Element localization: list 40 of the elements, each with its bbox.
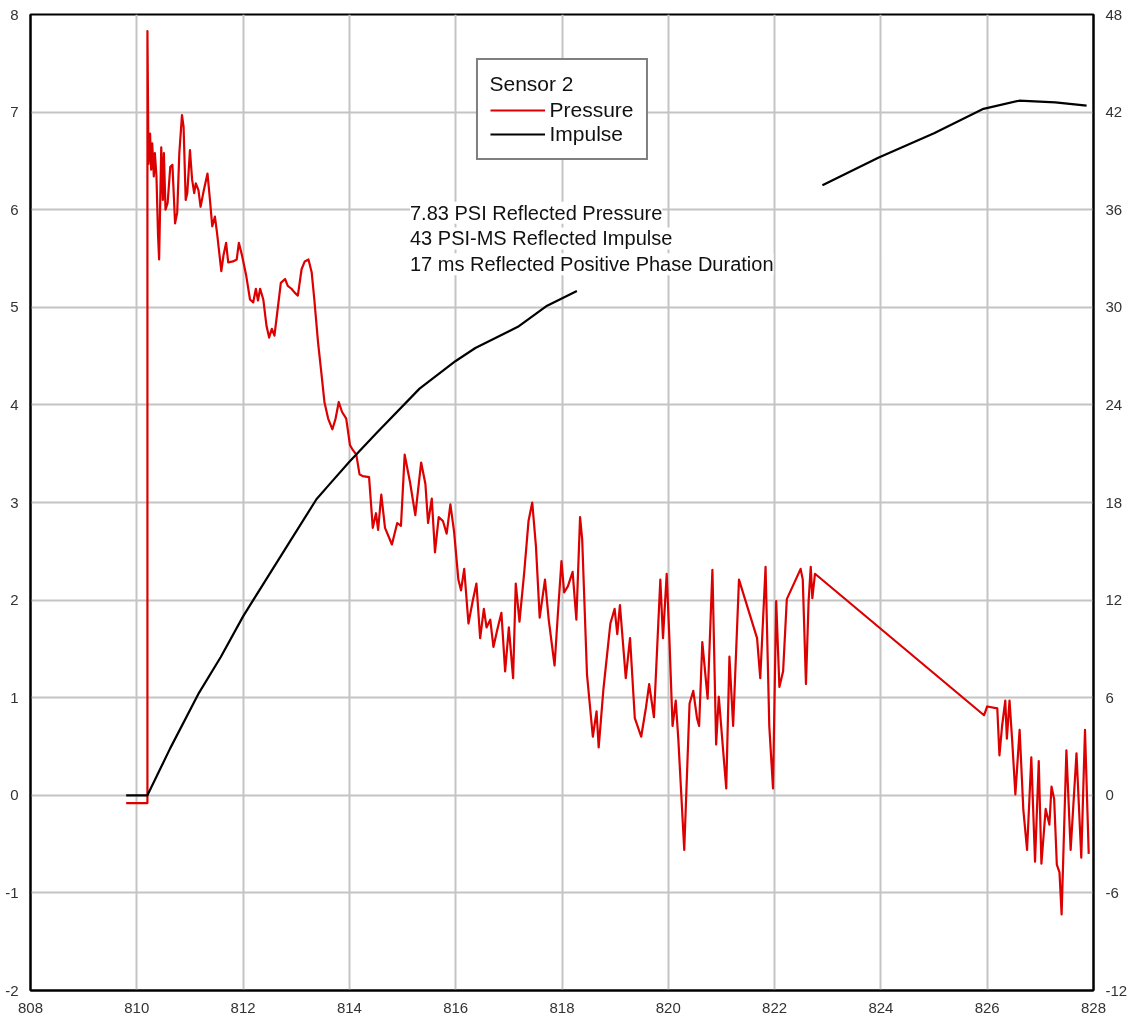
y2-tick-label: -6 [1105, 883, 1119, 901]
y2-tick-label: -12 [1105, 981, 1128, 999]
x-tick-label: 808 [17, 998, 44, 1016]
x-tick-label: 820 [655, 998, 681, 1016]
line-series [125, 29, 1090, 916]
y2-tick-label: 0 [1105, 786, 1114, 804]
y2-tick-label: 12 [1105, 591, 1123, 609]
y-tick-label: 6 [10, 200, 19, 218]
annotation: 17 ms Reflected Positive Phase Duration [409, 253, 774, 276]
y-tick-label: 5 [10, 298, 19, 316]
legend-label: Impulse [549, 122, 624, 146]
x-tick-label: 828 [1080, 998, 1107, 1016]
x-tick-label: 822 [762, 998, 788, 1016]
legend-title: Sensor 2 [489, 72, 575, 96]
x-tick-label: 826 [974, 998, 1000, 1016]
y-tick-label: 2 [10, 591, 19, 609]
y-tick-label: 8 [10, 5, 19, 23]
x-tick-label: 812 [230, 998, 256, 1016]
y-tick-label: 4 [10, 395, 19, 413]
x-tick-label: 816 [443, 998, 469, 1016]
x-tick-label: 810 [124, 998, 150, 1016]
y-tick-label: -2 [5, 981, 19, 999]
y2-tick-label: 6 [1105, 688, 1114, 706]
y2-tick-label: 18 [1105, 493, 1123, 511]
y-tick-label: 0 [10, 786, 19, 804]
y-tick-label: -1 [5, 883, 19, 901]
legend-label: Pressure [549, 98, 634, 122]
y-tick-label: 1 [10, 688, 19, 706]
x-tick-label: 814 [336, 998, 362, 1016]
x-tick-label: 818 [549, 998, 575, 1016]
y2-tick-label: 42 [1105, 103, 1123, 121]
y-tick-label: 3 [10, 493, 19, 511]
y2-tick-label: 30 [1105, 298, 1123, 316]
y-tick-label: 7 [10, 103, 19, 121]
x-tick-label: 824 [868, 998, 894, 1016]
y2-tick-label: 24 [1105, 395, 1123, 413]
annotation: 7.83 PSI Reflected Pressure [409, 201, 663, 224]
annotation: 43 PSI-MS Reflected Impulse [409, 227, 673, 250]
y2-tick-label: 48 [1105, 5, 1123, 23]
y2-tick-label: 36 [1105, 200, 1123, 218]
